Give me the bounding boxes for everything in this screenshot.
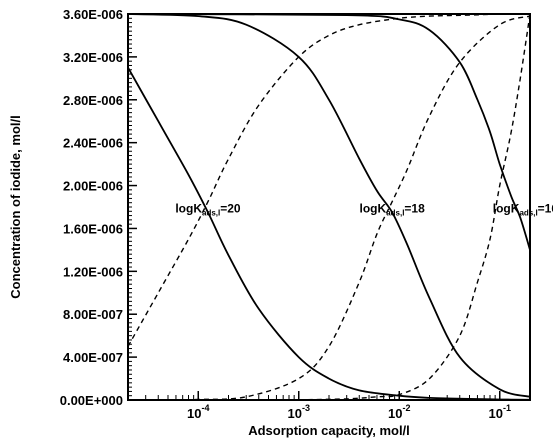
y-tick-label: 1.20E-006 [63, 264, 123, 279]
y-tick-label: 2.00E-006 [63, 179, 123, 194]
y-tick-label: 1.60E-006 [63, 221, 123, 236]
labels-layer: 0.00E+000 4.00E-007 8.00E-007 1.20E-006 1.60… [60, 7, 511, 421]
curve-annotation-3: logKads,I=16 [493, 201, 553, 217]
series-1-solid-line [127, 67, 531, 401]
x-tick-label: 10-4 [187, 403, 209, 421]
series-5-solid-line [127, 13, 531, 251]
y-tick-label: 8.00E-007 [63, 307, 123, 322]
series-6-dashed-line [298, 13, 531, 401]
x-tick-label: 10-3 [288, 403, 310, 421]
series-2-dashed-line [127, 13, 531, 347]
series-layer [127, 13, 531, 401]
curve-annotation-2: logKads,I=18 [360, 201, 426, 217]
ticks-layer [127, 13, 531, 401]
y-tick-label: 3.20E-006 [63, 50, 123, 65]
y-tick-label: 2.40E-006 [63, 136, 123, 151]
y-tick-label: 4.00E-007 [63, 350, 123, 365]
annotations: logKads,I=20 logKads,I=18 logKads,I=16 [175, 201, 553, 217]
y-axis-label: Concentration of iodide, mol/l [8, 115, 23, 298]
curve-annotation-1: logKads,I=20 [175, 201, 241, 217]
x-axis-label: Adsorption capacity, mol/l [248, 423, 410, 438]
y-tick-label: 2.80E-006 [63, 93, 123, 108]
series-3-solid-line [127, 13, 531, 398]
x-tick-label: 10-2 [388, 403, 410, 421]
x-tick-label: 10-1 [489, 403, 511, 421]
series-4-dashed-line [167, 15, 531, 401]
y-tick-label: 0.00E+000 [60, 393, 123, 408]
y-tick-label: 3.60E-006 [63, 7, 123, 22]
